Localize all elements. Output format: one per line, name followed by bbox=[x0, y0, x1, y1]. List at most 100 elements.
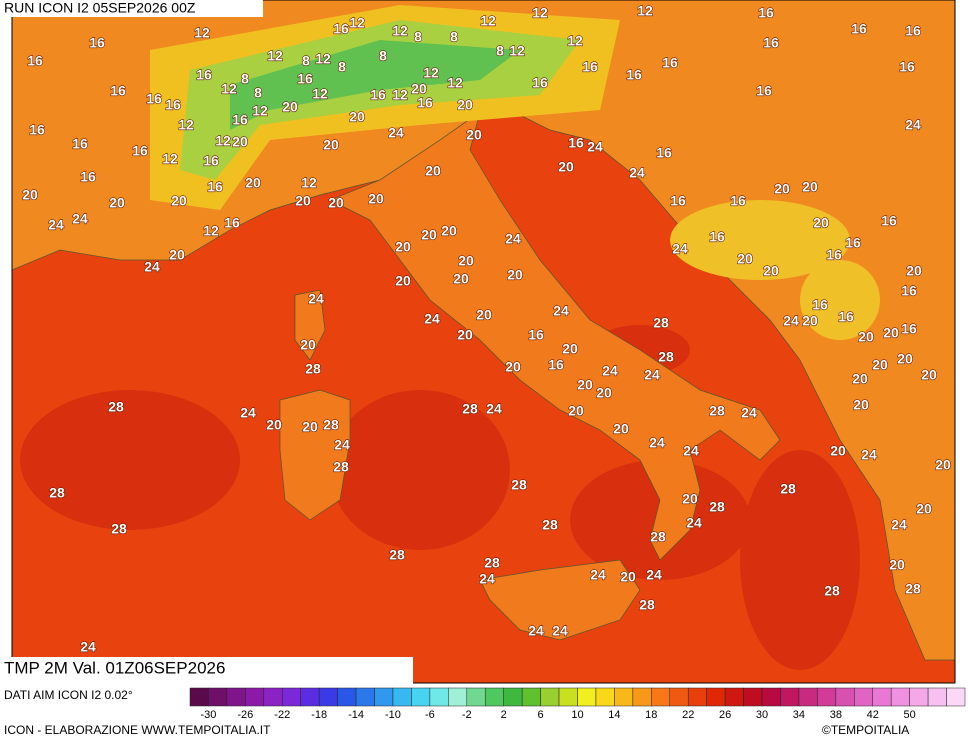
colorbar: -30 -26 -22 -18 -14 -10 -6 -2 2 6 10 14 18 22 26 30 34 38… bbox=[189, 687, 966, 721]
temperature-label: 12 bbox=[215, 133, 231, 149]
temperature-label: 24 bbox=[144, 259, 160, 275]
colorbar-tick-label: 26 bbox=[719, 709, 731, 721]
temperature-label: 20 bbox=[916, 501, 932, 517]
temperature-label: 28 bbox=[905, 581, 921, 597]
colorbar-tick-label: 2 bbox=[501, 709, 507, 721]
colorbar-swatch bbox=[724, 687, 744, 707]
run-title: RUN ICON I2 05SEP2026 00Z bbox=[4, 0, 196, 16]
colorbar-tick-label: -2 bbox=[462, 709, 472, 721]
variable-box bbox=[0, 657, 413, 684]
temperature-label: 16 bbox=[709, 229, 725, 245]
temperature-label: 20 bbox=[562, 341, 578, 357]
temperature-label: 24 bbox=[649, 435, 665, 451]
alps-high bbox=[230, 40, 520, 130]
temperature-label: 20 bbox=[774, 181, 790, 197]
temperature-label: 20 bbox=[300, 337, 316, 353]
temperature-label: 20 bbox=[872, 357, 888, 373]
temperature-label: 8 bbox=[496, 43, 504, 59]
temperature-label: 16 bbox=[568, 135, 584, 151]
temperature-label: 8 bbox=[414, 29, 422, 45]
temperature-label: 16 bbox=[110, 83, 126, 99]
temperature-label: 20 bbox=[897, 351, 913, 367]
colorbar-swatch bbox=[300, 687, 320, 707]
temperature-label: 20 bbox=[457, 97, 473, 113]
colorbar-swatch bbox=[392, 687, 412, 707]
temperature-label: 8 bbox=[450, 29, 458, 45]
temperature-label: 8 bbox=[241, 71, 249, 87]
temperature-label: 20 bbox=[368, 191, 384, 207]
temperature-label: 28 bbox=[709, 499, 725, 515]
temperature-label: 16 bbox=[165, 97, 181, 113]
temperature-label: 16 bbox=[901, 321, 917, 337]
temperature-label: 8 bbox=[338, 59, 346, 75]
colorbar-swatch bbox=[743, 687, 763, 707]
colorbar-tick-label: 18 bbox=[645, 709, 657, 721]
temperature-label: 12 bbox=[221, 81, 237, 97]
temperature-label: 24 bbox=[783, 313, 799, 329]
colorbar-swatch bbox=[835, 687, 855, 707]
temperature-label: 28 bbox=[305, 361, 321, 377]
temperature-label: 20 bbox=[245, 175, 261, 191]
colorbar-swatch bbox=[558, 687, 578, 707]
land-italy bbox=[329, 111, 781, 561]
temperature-label: 24 bbox=[48, 217, 64, 233]
temperature-label: 16 bbox=[146, 91, 162, 107]
temperature-label: 20 bbox=[266, 417, 282, 433]
temperature-label: 24 bbox=[80, 639, 96, 655]
land-sardinia bbox=[279, 389, 351, 521]
temperature-label: 20 bbox=[476, 307, 492, 323]
temperature-label: 20 bbox=[109, 195, 125, 211]
temperature-label: 20 bbox=[395, 273, 411, 289]
temperature-label: 16 bbox=[656, 145, 672, 161]
temperature-label: 24 bbox=[240, 405, 256, 421]
temperature-label: 16 bbox=[29, 122, 45, 138]
temperature-label: 28 bbox=[639, 597, 655, 613]
colorbar-swatch bbox=[540, 687, 560, 707]
colorbar-swatch bbox=[946, 687, 966, 707]
colorbar-swatch bbox=[890, 687, 910, 707]
colorbar-swatch bbox=[337, 687, 357, 707]
temperature-label: 28 bbox=[511, 477, 527, 493]
temperature-label: 16 bbox=[758, 5, 774, 21]
colorbar-swatch bbox=[780, 687, 800, 707]
temperature-label: 16 bbox=[851, 21, 867, 37]
temperature-label: 28 bbox=[780, 481, 796, 497]
colorbar-swatch bbox=[374, 687, 394, 707]
temperature-label: 24 bbox=[686, 515, 702, 531]
colorbar-swatch bbox=[411, 687, 431, 707]
temperature-label: 28 bbox=[389, 547, 405, 563]
temperature-label: 16 bbox=[132, 143, 148, 159]
temperature-label: 20 bbox=[935, 457, 951, 473]
temperature-label: 12 bbox=[178, 117, 194, 133]
temperature-label: 20 bbox=[466, 127, 482, 143]
temperature-label: 16 bbox=[224, 215, 240, 231]
colorbar-swatch bbox=[687, 687, 707, 707]
temperature-label: 20 bbox=[568, 403, 584, 419]
colorbar-tick-label: 38 bbox=[830, 709, 842, 721]
temperature-label: 24 bbox=[672, 241, 688, 257]
temperature-label: 20 bbox=[349, 109, 365, 125]
colorbar-swatch bbox=[761, 687, 781, 707]
temperature-label: 24 bbox=[741, 405, 757, 421]
temperature-label: 12 bbox=[392, 87, 408, 103]
colorbar-swatch bbox=[817, 687, 837, 707]
credit: ICON - ELABORAZIONE WWW.TEMPOITALIA.IT bbox=[4, 723, 271, 737]
temperature-label: 20 bbox=[323, 137, 339, 153]
temperature-label: 16 bbox=[80, 169, 96, 185]
temperature-label: 16 bbox=[203, 153, 219, 169]
temperature-label: 28 bbox=[653, 315, 669, 331]
temperature-label: 24 bbox=[861, 447, 877, 463]
temperature-label: 12 bbox=[509, 43, 525, 59]
temperature-label: 20 bbox=[883, 325, 899, 341]
temperature-label: 24 bbox=[505, 231, 521, 247]
temperature-label: 12 bbox=[194, 25, 210, 41]
temperature-label: 20 bbox=[921, 367, 937, 383]
temperature-label: 28 bbox=[650, 529, 666, 545]
colorbar-swatch bbox=[798, 687, 818, 707]
temperature-label: 20 bbox=[906, 263, 922, 279]
temperature-label: 20 bbox=[858, 329, 874, 345]
temperature-label: 20 bbox=[613, 421, 629, 437]
temperature-label: 24 bbox=[629, 165, 645, 181]
land-sicily bbox=[479, 559, 641, 641]
